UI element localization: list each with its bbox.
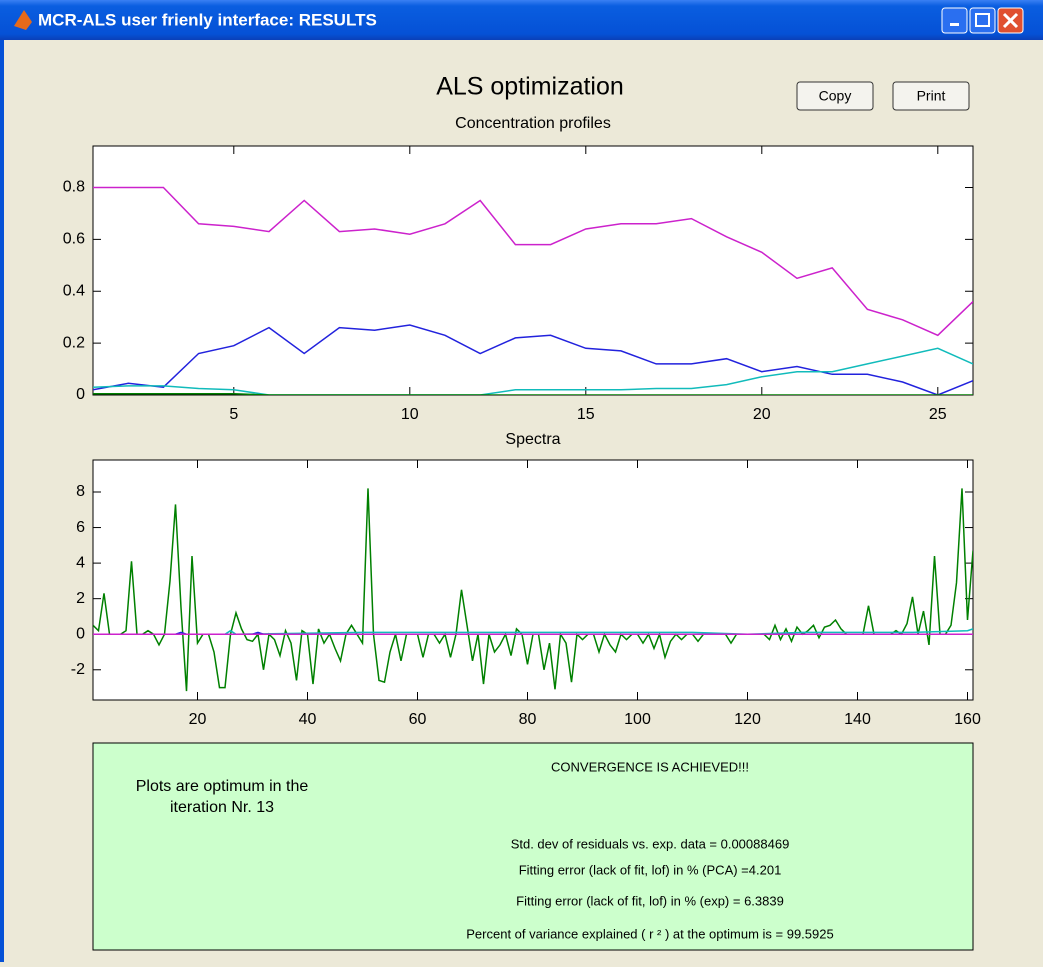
- data-line: [93, 628, 973, 635]
- y-tick-label: 0.8: [63, 179, 85, 196]
- x-tick-label: 100: [624, 711, 651, 728]
- info-line: Fitting error (lack of fit, lof) in % (e…: [516, 893, 784, 908]
- app-icon: [14, 10, 32, 30]
- info-line: Fitting error (lack of fit, lof) in % (P…: [519, 862, 782, 877]
- series-group: [93, 186, 973, 395]
- data-line: [93, 347, 973, 395]
- x-tick-label: 5: [229, 406, 238, 423]
- y-tick-label: 0.4: [63, 282, 85, 299]
- x-tick-label: 160: [954, 711, 981, 728]
- info-left: iteration Nr. 13: [170, 799, 274, 816]
- header-title: ALS optimization: [436, 73, 624, 101]
- x-tick-label: 60: [409, 711, 427, 728]
- x-tick-label: 40: [299, 711, 317, 728]
- y-tick-label: 4: [76, 554, 85, 571]
- minimize-icon: [950, 23, 959, 26]
- y-tick-label: 0: [76, 386, 85, 403]
- y-tick-label: 2: [76, 590, 85, 607]
- info-heading: CONVERGENCE IS ACHIEVED!!!: [551, 759, 749, 774]
- plot-area: [92, 459, 974, 701]
- copy-label: Copy: [819, 88, 852, 104]
- maximize-button[interactable]: [969, 7, 996, 34]
- x-tick-label: 120: [734, 711, 761, 728]
- copy-button[interactable]: [796, 81, 874, 111]
- x-tick-label: 10: [401, 406, 419, 423]
- data-line: [93, 186, 973, 337]
- plot-area: [92, 145, 974, 396]
- info-box: [92, 742, 974, 951]
- y-tick-label: 6: [76, 519, 85, 536]
- title-bar: [0, 0, 1043, 40]
- y-tick-label: 0.2: [63, 334, 85, 351]
- x-tick-label: 15: [577, 406, 595, 423]
- plot-title: Concentration profiles: [455, 115, 611, 132]
- maximize-icon: [975, 13, 990, 27]
- x-tick-label: 140: [844, 711, 871, 728]
- info-line: Std. dev of residuals vs. exp. data = 0.…: [511, 836, 790, 851]
- y-tick-label: 8: [76, 483, 85, 500]
- x-axis-label: Spectra: [505, 431, 560, 448]
- info-left: Plots are optimum in the: [136, 778, 309, 795]
- window-border: [0, 40, 4, 962]
- series-group: [93, 488, 973, 692]
- window-title: MCR-ALS user frienly interface: RESULTS: [38, 10, 377, 29]
- print-label: Print: [917, 88, 946, 104]
- minimize-button[interactable]: [941, 7, 968, 34]
- data-line: [93, 324, 973, 395]
- x-tick-label: 80: [519, 711, 537, 728]
- x-tick-label: 20: [753, 406, 771, 423]
- y-tick-label: 0.6: [63, 231, 85, 248]
- info-line: Percent of variance explained ( r ² ) at…: [466, 926, 833, 941]
- x-tick-label: 20: [189, 711, 207, 728]
- data-line: [93, 392, 973, 395]
- close-icon: [1002, 12, 1019, 29]
- y-tick-label: 0: [76, 625, 85, 642]
- x-tick-label: 25: [929, 406, 947, 423]
- print-button[interactable]: [892, 81, 970, 111]
- y-tick-label: -2: [71, 661, 85, 678]
